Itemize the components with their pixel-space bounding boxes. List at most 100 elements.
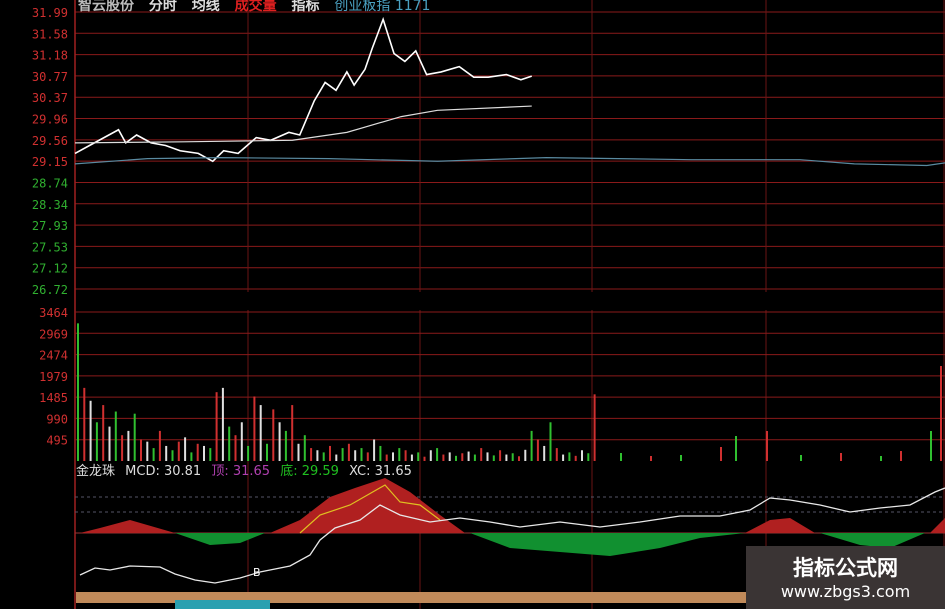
stock-name: 智云股份 [78, 0, 134, 14]
indicator-legend: 金龙珠 MCD: 30.81 顶: 31.65 底: 29.59 XC: 31.… [76, 460, 418, 479]
menu-average[interactable]: 均线 [191, 0, 220, 14]
volume-bar [720, 447, 722, 461]
volume-bar [247, 445, 250, 461]
volume-bar [536, 439, 539, 461]
volume-bar [543, 445, 546, 461]
volume-bar [240, 422, 243, 461]
price-tick-label: 31.58 [32, 27, 68, 41]
volume-bar [417, 452, 420, 461]
volume-bar [549, 422, 552, 461]
price-tick-label: 30.37 [32, 91, 68, 105]
volume-bar [880, 456, 882, 461]
volume-bar [398, 448, 401, 461]
menu-indicator[interactable]: 指标 [291, 0, 320, 14]
price-tick-label: 27.93 [32, 219, 68, 233]
volume-bar [215, 392, 218, 461]
volume-bar [190, 452, 193, 461]
volume-bar [680, 455, 682, 461]
volume-bar [196, 443, 199, 461]
menu-timeshare[interactable]: 分时 [148, 0, 177, 14]
menu-volume[interactable]: 成交量 [234, 0, 277, 14]
price-tick-label: 27.53 [32, 240, 68, 254]
volume-bar [341, 448, 344, 461]
price-tick-label: 31.18 [32, 49, 68, 63]
volume-bar [253, 396, 256, 461]
indicator-mcd: MCD: 30.81 [125, 464, 202, 479]
indicator-bottom-bar-cyan [175, 600, 270, 609]
indicator-name: 金龙珠 [76, 464, 116, 479]
volume-bar [410, 454, 413, 461]
volume-bar [102, 405, 105, 461]
volume-bar [158, 430, 161, 461]
volume-bar [930, 431, 932, 461]
average-line [74, 105, 532, 144]
volume-bar [900, 451, 902, 461]
price-tick-label: 28.34 [32, 198, 68, 212]
volume-bar [177, 441, 180, 461]
volume-bar [505, 454, 508, 461]
volume-bar [234, 435, 237, 461]
volume-bar [574, 455, 577, 461]
volume-bar [291, 405, 294, 461]
price-tick-label: 30.77 [32, 70, 68, 84]
volume-bar [499, 450, 502, 461]
volume-bar [562, 454, 565, 461]
volume-tick-label: 495 [46, 434, 68, 448]
watermark: 指标公式网 www.zbgs3.com [746, 546, 945, 609]
chart-header: 智云股份 分时 均线 成交量 指标 创业板指 1171 [78, 0, 440, 14]
price-line [74, 16, 533, 163]
price-tick-label: 28.74 [32, 176, 68, 190]
watermark-url: www.zbgs3.com [780, 582, 911, 601]
panel-gap [110, 292, 835, 310]
volume-bar [322, 452, 325, 461]
volume-bar [329, 445, 331, 461]
volume-bar [140, 439, 142, 461]
volume-bar [221, 387, 224, 461]
volume-tick-label: 1485 [39, 391, 68, 405]
price-tick-label: 26.72 [32, 283, 68, 297]
volume-bar [108, 426, 111, 461]
volume-bar [127, 430, 130, 461]
volume-bar [360, 448, 363, 461]
volume-bar [284, 430, 287, 461]
volume-tick-label: 990 [46, 412, 68, 426]
volume-bar [404, 450, 407, 461]
price-tick-label: 29.15 [32, 155, 68, 169]
volume-bar [385, 454, 388, 461]
volume-bar [581, 450, 583, 461]
volume-tick-label: 3464 [39, 306, 68, 320]
price-tick-label: 29.96 [32, 113, 68, 127]
volume-bar [518, 456, 520, 461]
indicator-red-area [80, 478, 945, 533]
volume-tick-label: 2474 [39, 349, 68, 363]
volume-bar [840, 453, 842, 461]
volume-bar [448, 452, 451, 461]
volume-bar [524, 449, 527, 461]
volume-bar [121, 435, 124, 461]
indicator-green-area [175, 533, 925, 556]
volume-bar [486, 452, 489, 461]
volume-bar [593, 394, 596, 461]
volume-bar [316, 450, 319, 461]
volume-bar [165, 445, 168, 461]
volume-bar [95, 422, 98, 461]
volume-bar [940, 366, 942, 461]
index-line [74, 156, 945, 167]
indicator-top: 顶: 31.65 [211, 464, 271, 479]
volume-bar [461, 453, 464, 461]
volume-bar [228, 426, 231, 461]
volume-bar [310, 448, 313, 461]
volume-bar [297, 443, 300, 461]
volume-bar [429, 450, 432, 461]
volume-bar [480, 448, 483, 461]
volume-bar [203, 445, 205, 461]
volume-bar [347, 443, 350, 461]
volume-bar [436, 448, 439, 461]
volume-bar [278, 422, 281, 461]
volume-bar [492, 455, 495, 461]
volume-tick-label: 2969 [39, 327, 68, 341]
price-tick-label: 29.56 [32, 134, 68, 148]
volume-bar [587, 453, 590, 461]
